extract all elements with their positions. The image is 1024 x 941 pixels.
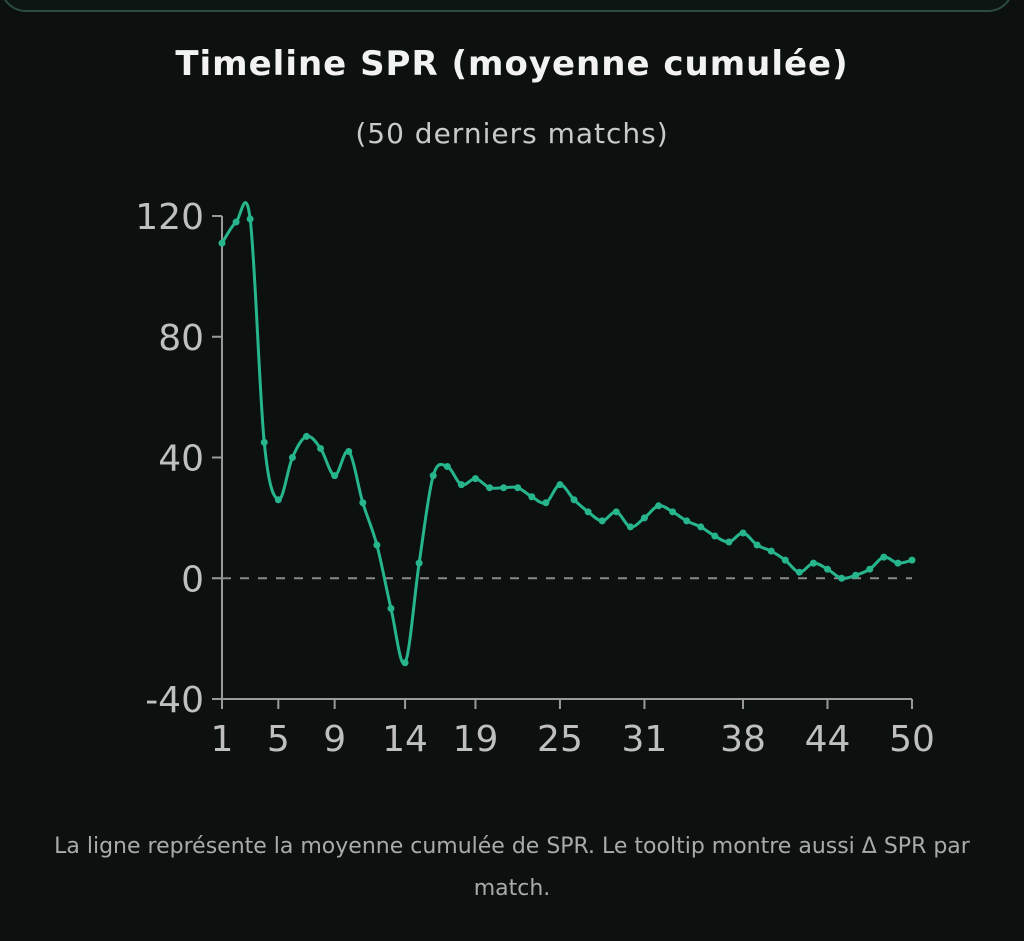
data-point[interactable] — [809, 559, 817, 567]
data-point[interactable] — [274, 496, 282, 504]
data-point[interactable] — [302, 432, 310, 440]
data-point[interactable] — [500, 484, 508, 492]
data-point[interactable] — [781, 556, 789, 564]
data-point[interactable] — [612, 508, 620, 516]
data-point[interactable] — [598, 517, 606, 525]
data-point[interactable] — [584, 508, 592, 516]
x-tick-label: 14 — [382, 719, 428, 760]
data-point[interactable] — [443, 463, 451, 471]
data-point[interactable] — [655, 502, 663, 510]
y-tick-label: -40 — [145, 680, 204, 721]
x-tick-label: 50 — [889, 719, 935, 760]
data-point[interactable] — [683, 517, 691, 525]
data-point[interactable] — [753, 541, 761, 549]
data-point[interactable] — [528, 493, 536, 501]
series-line — [220, 201, 913, 666]
data-point[interactable] — [373, 541, 381, 549]
data-point[interactable] — [260, 438, 268, 446]
x-tick-label: 25 — [537, 719, 583, 760]
chart-title: Timeline SPR (moyenne cumulée) — [175, 44, 849, 84]
data-point[interactable] — [514, 484, 522, 492]
y-tick-label: 80 — [158, 318, 204, 359]
chart-subtitle: (50 derniers matchs) — [355, 117, 669, 150]
x-tick-label: 19 — [453, 719, 499, 760]
data-point[interactable] — [288, 454, 296, 461]
data-point[interactable] — [894, 559, 902, 567]
data-point[interactable] — [246, 215, 254, 223]
data-point[interactable] — [542, 499, 550, 507]
data-point[interactable] — [880, 553, 888, 561]
x-tick-label: 5 — [267, 719, 290, 760]
data-point[interactable] — [640, 514, 648, 522]
data-point[interactable] — [317, 444, 325, 452]
y-tick-label: 120 — [135, 197, 204, 238]
chart-footnote: La ligne représente la moyenne cumulée d… — [54, 834, 970, 901]
x-tick-label: 1 — [211, 719, 234, 760]
data-point[interactable] — [767, 547, 775, 555]
data-point[interactable] — [908, 556, 916, 564]
x-tick-label: 31 — [622, 719, 668, 760]
data-point[interactable] — [359, 499, 367, 507]
data-point[interactable] — [739, 529, 747, 537]
data-point[interactable] — [838, 574, 846, 582]
data-point[interactable] — [570, 496, 578, 504]
line-chart[interactable]: -40 0 40 80 120 1 5 9 14 19 25 31 38 44 50 — [0, 0, 1024, 800]
x-tick-label: 44 — [805, 719, 851, 760]
data-point[interactable] — [415, 559, 423, 567]
data-point[interactable] — [556, 481, 564, 489]
data-point[interactable] — [429, 472, 437, 480]
data-point[interactable] — [795, 568, 803, 576]
data-point[interactable] — [232, 218, 240, 226]
y-tick-label: 0 — [181, 559, 204, 600]
data-point[interactable] — [866, 565, 874, 573]
data-point[interactable] — [725, 538, 733, 546]
data-point[interactable] — [852, 571, 860, 579]
data-point[interactable] — [331, 472, 339, 480]
data-point[interactable] — [471, 475, 479, 483]
x-tick-label: 38 — [720, 719, 766, 760]
data-point[interactable] — [711, 532, 719, 540]
data-point[interactable] — [457, 481, 465, 489]
data-point[interactable] — [345, 447, 353, 455]
data-point[interactable] — [486, 484, 494, 492]
y-tick-label: 40 — [158, 439, 204, 480]
data-point[interactable] — [697, 523, 705, 531]
data-point[interactable] — [669, 508, 677, 516]
x-tick-label: 9 — [323, 719, 346, 760]
data-point[interactable] — [218, 239, 226, 247]
data-point[interactable] — [387, 604, 395, 612]
data-point[interactable] — [626, 523, 634, 531]
data-point[interactable] — [401, 659, 409, 667]
data-point[interactable] — [824, 565, 832, 573]
